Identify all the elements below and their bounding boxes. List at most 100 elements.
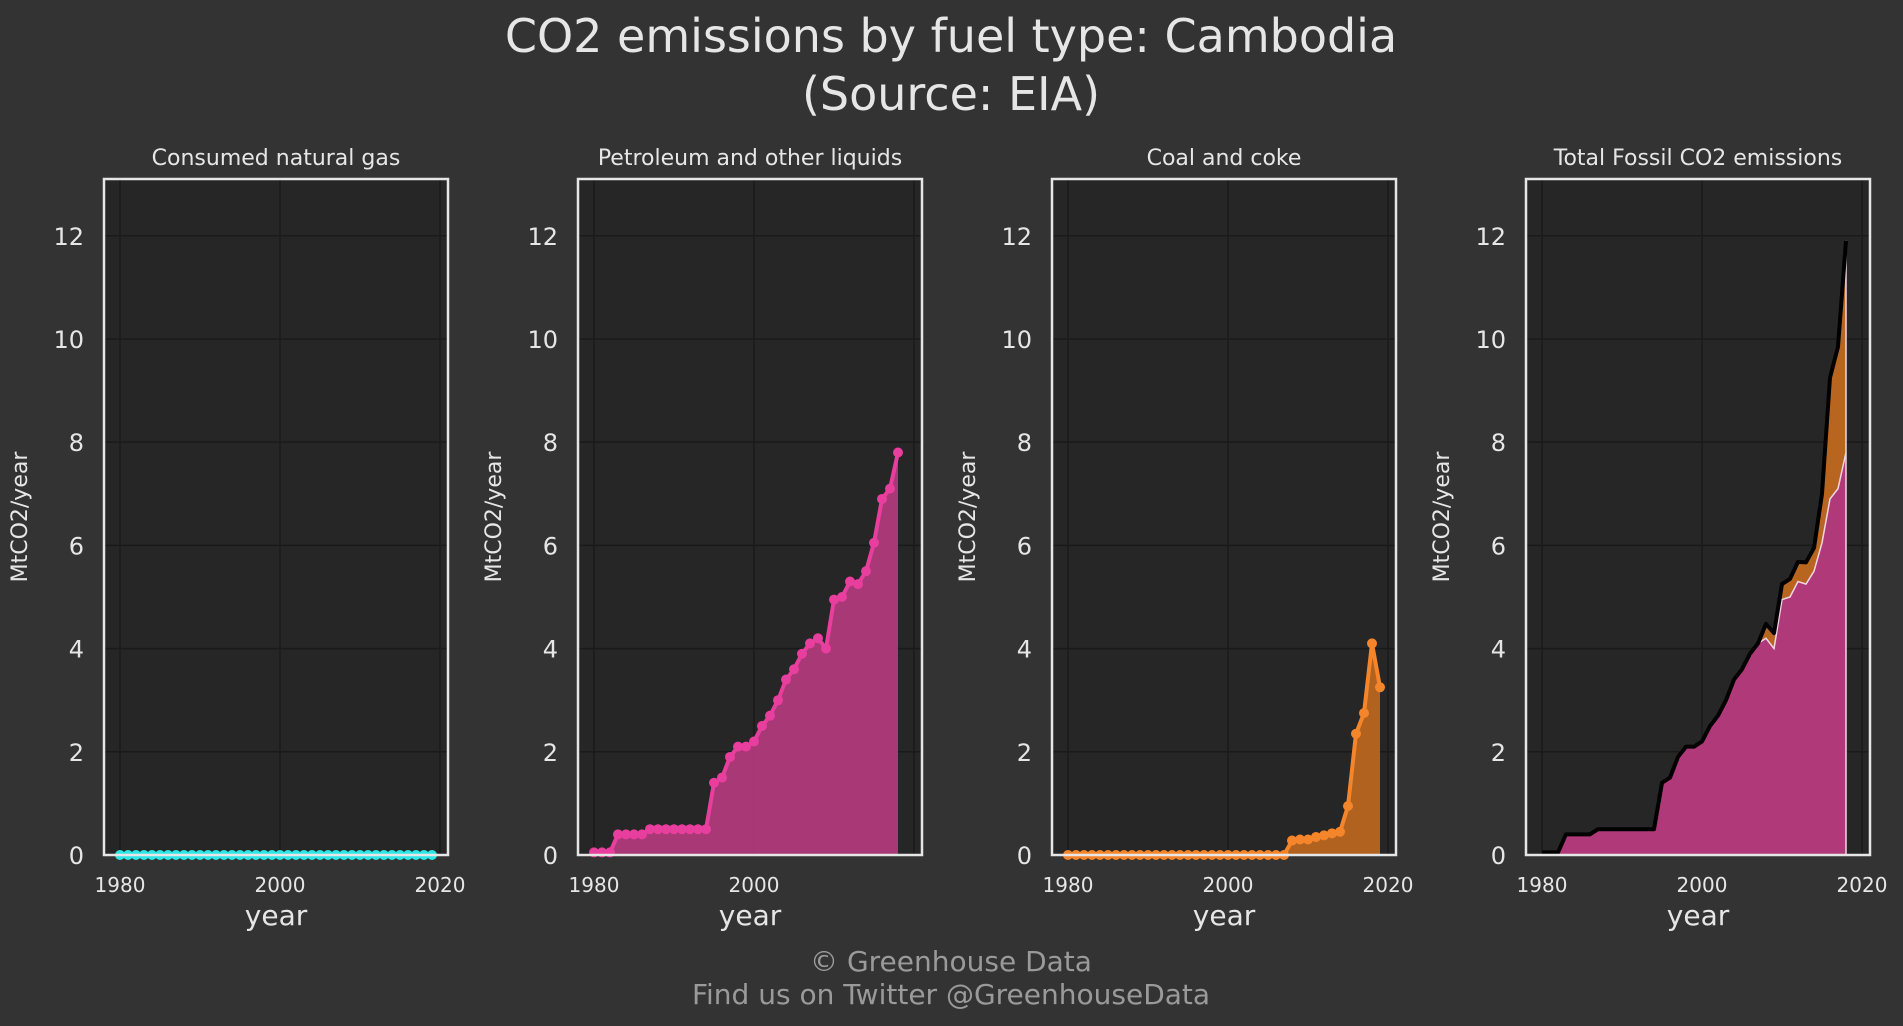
data-point (677, 824, 687, 835)
x-tick-label: 1980 (1517, 873, 1568, 897)
y-tick-label: 2 (69, 739, 84, 767)
data-point (885, 483, 895, 494)
panel-title: Total Fossil CO2 emissions (1553, 146, 1843, 171)
data-point (685, 824, 695, 835)
x-tick-label: 2020 (1837, 873, 1888, 897)
data-point (701, 824, 711, 835)
y-tick-label: 2 (543, 739, 558, 767)
data-point (1327, 828, 1337, 839)
data-point (1351, 728, 1361, 739)
y-tick-label: 12 (53, 223, 84, 251)
data-point (661, 824, 671, 835)
x-tick-label: 2000 (255, 873, 306, 897)
data-point (821, 643, 831, 654)
y-tick-label: 6 (69, 532, 84, 560)
chart-title: CO2 emissions by fuel type: Cambodia (505, 9, 1397, 63)
y-tick-label: 0 (69, 842, 84, 870)
series-area (1068, 643, 1380, 855)
x-tick-label: 2000 (1203, 873, 1254, 897)
y-tick-label: 10 (53, 326, 84, 354)
y-tick-label: 6 (543, 532, 558, 560)
data-point (1335, 826, 1345, 837)
data-point (653, 824, 663, 835)
footer-twitter: Find us on Twitter @GreenhouseData (692, 978, 1210, 1011)
data-point (1295, 834, 1305, 845)
y-tick-label: 10 (1001, 326, 1032, 354)
y-tick-label: 6 (1491, 532, 1506, 560)
x-tick-label: 1980 (569, 873, 620, 897)
y-axis-label: MtCO2/year (956, 451, 981, 583)
data-point (1319, 830, 1329, 841)
data-point (637, 829, 647, 840)
x-axis-label: year (1193, 899, 1256, 932)
plot-frame (576, 177, 924, 857)
data-point (797, 648, 807, 659)
panel-coal: 0 2 4 6 8 10 12 1980 2000 2020 Coal and coke year Mt… (956, 146, 1413, 932)
total-line (1542, 240, 1848, 855)
y-tick-label: 8 (69, 429, 84, 457)
y-tick-label: 4 (543, 636, 558, 664)
petroleum-band-area (1542, 452, 1846, 855)
y-tick-label: 8 (1491, 429, 1506, 457)
y-tick-label: 4 (1491, 636, 1506, 664)
y-axis-label: MtCO2/year (1430, 451, 1455, 583)
data-point (1303, 834, 1313, 845)
x-axis-label: year (719, 899, 782, 932)
y-tick-label: 8 (1017, 429, 1032, 457)
data-point (749, 736, 759, 747)
data-point (1375, 682, 1385, 693)
data-point (877, 493, 887, 504)
data-point (621, 829, 631, 840)
data-point (1367, 638, 1377, 649)
data-point (733, 741, 743, 752)
panel-gas: 0 2 4 6 8 10 12 1980 2000 2020 Consumed natural ga… (8, 146, 465, 932)
y-tick-label: 4 (69, 636, 84, 664)
panel-title: Coal and coke (1147, 146, 1302, 171)
plot-area (104, 179, 448, 855)
data-point (829, 594, 839, 605)
y-axis-label: MtCO2/year (8, 451, 33, 583)
x-tick-label: 2020 (415, 873, 466, 897)
y-tick-label: 2 (1017, 739, 1032, 767)
x-tick-label: 1980 (95, 873, 146, 897)
panel-title: Consumed natural gas (152, 146, 401, 171)
footer-copyright: © Greenhouse Data (810, 945, 1092, 978)
y-tick-label: 0 (543, 842, 558, 870)
data-point (773, 695, 783, 706)
panel-total: 0 2 4 6 8 10 12 1980 2000 2020 Total Fossil CO2 em… (1430, 146, 1887, 932)
data-point (781, 674, 791, 685)
x-axis-label: year (245, 899, 308, 932)
y-tick-label: 12 (527, 223, 558, 251)
plot-frame (1524, 177, 1872, 857)
data-point (837, 591, 847, 602)
data-point (629, 829, 639, 840)
data-point (709, 777, 719, 788)
plot-frame (1050, 177, 1398, 857)
x-tick-label: 2000 (729, 873, 780, 897)
data-point (845, 576, 855, 587)
data-point (645, 824, 655, 835)
data-point (1359, 708, 1369, 719)
data-point (813, 633, 823, 644)
panel-title: Petroleum and other liquids (598, 146, 902, 171)
y-tick-label: 8 (543, 429, 558, 457)
data-point (669, 824, 679, 835)
y-tick-label: 6 (1017, 532, 1032, 560)
data-point (757, 720, 767, 731)
data-point (789, 664, 799, 675)
data-point (741, 741, 751, 752)
plot-area (1052, 179, 1396, 855)
data-point (717, 772, 727, 783)
y-tick-label: 0 (1491, 842, 1506, 870)
x-tick-label: 1980 (1043, 873, 1094, 897)
data-point (869, 537, 879, 548)
y-tick-label: 10 (1475, 326, 1506, 354)
y-tick-label: 10 (527, 326, 558, 354)
x-axis-label: year (1667, 899, 1730, 932)
y-tick-label: 4 (1017, 636, 1032, 664)
data-point (693, 824, 703, 835)
chart-subtitle: (Source: EIA) (802, 67, 1100, 121)
y-tick-label: 12 (1001, 223, 1032, 251)
